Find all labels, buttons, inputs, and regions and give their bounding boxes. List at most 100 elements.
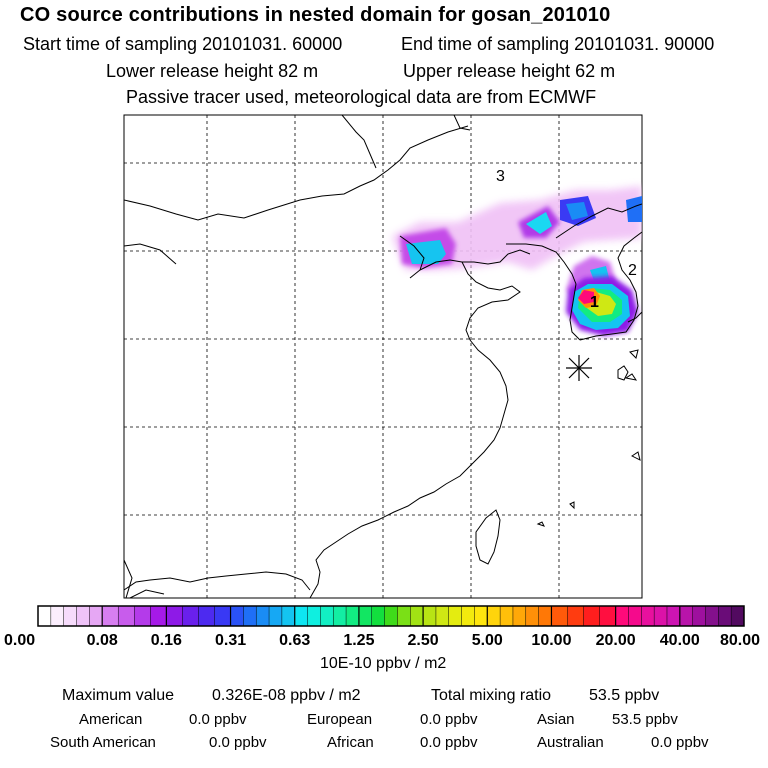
colorbar-swatch (243, 606, 257, 626)
colorbar-swatch (50, 606, 65, 626)
region-label: American (79, 711, 143, 728)
plume-core (578, 290, 594, 304)
region-label: European (307, 711, 373, 728)
plume-core (626, 196, 642, 222)
colorbar-swatch (333, 606, 347, 626)
upper-height-label: Upper release height 62 m (403, 61, 616, 81)
region-value: 0.0 ppbv (420, 734, 478, 751)
colorbar-swatch (628, 606, 642, 626)
annotation-1: 1 (590, 294, 599, 311)
lower-height-label: Lower release height 82 m (106, 61, 319, 81)
region-value: 0.0 ppbv (651, 734, 709, 751)
max-value-label: Maximum value (62, 687, 175, 704)
colorbar-swatch (307, 606, 321, 626)
colorbar-swatch (500, 606, 514, 626)
coast-line (579, 231, 642, 341)
colorbar-swatch (731, 606, 745, 626)
coast-line (627, 311, 642, 323)
colorbar-swatch (384, 606, 398, 626)
taiwan-island (475, 509, 501, 565)
plume-core (406, 240, 446, 264)
border-line (453, 115, 471, 131)
plume-core (566, 202, 588, 220)
colorbar-swatch (423, 606, 437, 626)
colorbar-swatch (654, 606, 668, 626)
annotation-2: 2 (628, 262, 637, 279)
colorbar-tick-label: 10.00 (531, 632, 571, 649)
colorbar-swatch (474, 606, 488, 626)
colorbar-swatch (679, 606, 694, 626)
colorbar-swatch (397, 606, 411, 626)
colorbar-ticks: 0.00 0.08 0.16 0.31 0.63 1.25 2.50 5.00 10.00 20.… (4, 632, 760, 649)
colorbar (37, 605, 745, 627)
colorbar-swatch (718, 606, 732, 626)
coast-line (569, 283, 581, 341)
region-value: 53.5 ppbv (612, 711, 678, 728)
start-time-label: Start time of sampling 20101031. 60000 (23, 34, 343, 54)
colorbar-swatch (487, 606, 501, 626)
region-label: Asian (537, 711, 575, 728)
colorbar-swatch (512, 606, 527, 626)
border-line (124, 571, 311, 591)
colorbar-tick-label: 0.31 (215, 632, 246, 649)
island (624, 373, 638, 381)
colorbar-swatch (102, 606, 119, 626)
colorbar-swatch (89, 606, 103, 626)
coast-line (419, 249, 531, 271)
border-line (124, 125, 469, 221)
colorbar-swatch (615, 606, 629, 626)
receptor-marker (566, 355, 592, 381)
colorbar-tick-label: 0.16 (151, 632, 182, 649)
region-value: 0.0 ppbv (209, 734, 267, 751)
coast-line (399, 235, 425, 279)
colorbar-swatch (214, 606, 231, 626)
colorbar-swatch (599, 606, 617, 626)
colorbar-tick-label: 20.00 (596, 632, 636, 649)
colorbar-swatch (692, 606, 706, 626)
colorbar-swatch (551, 606, 568, 626)
colorbar-swatch (166, 606, 183, 626)
border-line (124, 559, 133, 598)
island (617, 365, 629, 381)
colorbar-swatch (461, 606, 475, 626)
colorbar-tick-label: 0.00 (4, 632, 35, 649)
colorbar-swatch (567, 606, 584, 626)
plot-canvas: 3 2 1 0.00 0.08 0.16 0.31 0.63 1.25 2.50 5.00 10… (4, 114, 760, 649)
coast-line (461, 261, 521, 341)
colorbar-frame (37, 605, 745, 627)
colorbar-swatch (371, 606, 385, 626)
region-label: South American (50, 734, 156, 751)
colorbar-swatch (641, 606, 655, 626)
colorbar-swatch (150, 606, 167, 626)
border-line (555, 203, 642, 239)
colorbar-tick-label: 2.50 (408, 632, 439, 649)
colorbar-tick-label: 80.00 (720, 632, 760, 649)
region-value: 0.0 ppbv (189, 711, 247, 728)
colorbar-swatch (256, 606, 270, 626)
max-value: 0.326E-08 ppbv / m2 (212, 687, 361, 704)
colorbar-swatch (435, 606, 450, 626)
annotation-3: 3 (496, 168, 505, 185)
total-mixing-value: 53.5 ppbv (589, 687, 660, 704)
colorbar-tick-label: 0.63 (279, 632, 310, 649)
island (569, 501, 575, 510)
total-mixing-label: Total mixing ratio (431, 687, 552, 704)
colorbar-swatch (281, 606, 296, 626)
colorbar-tick-label: 1.25 (343, 632, 374, 649)
chart-title: CO source contributions in nested domain… (20, 4, 611, 26)
colorbar-tick-label: 0.08 (87, 632, 118, 649)
colorbar-swatch (198, 606, 215, 626)
island (631, 451, 641, 461)
colorbar-swatch (182, 606, 199, 626)
plume-core (526, 212, 552, 234)
coast-line (309, 339, 509, 598)
colorbar-swatch (134, 606, 151, 626)
colorbar-swatch (705, 606, 719, 626)
colorbar-unit: 10E-10 ppbv / m2 (320, 655, 447, 672)
border-line (506, 243, 577, 285)
colorbar-swatch (358, 606, 373, 626)
colorbar-swatch (63, 606, 77, 626)
colorbar-tick-label: 5.00 (472, 632, 503, 649)
colorbar-swatch (320, 606, 334, 626)
colorbar-swatch (294, 606, 308, 626)
